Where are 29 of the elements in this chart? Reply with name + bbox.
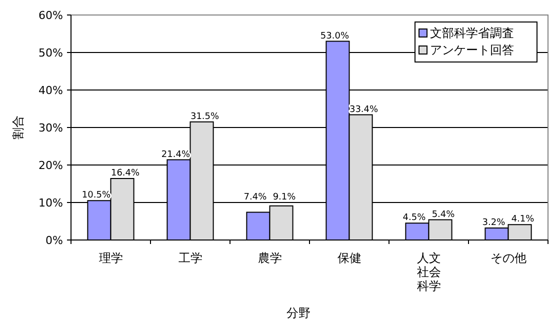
data-label: 9.1% <box>272 192 296 202</box>
data-label: 5.4% <box>432 210 456 220</box>
x-tick-label: その他 <box>490 251 526 265</box>
data-label: 3.2% <box>482 218 506 228</box>
y-tick-label: 50% <box>38 46 63 60</box>
y-tick-label: 30% <box>38 121 63 134</box>
y-tick-label: 60% <box>38 8 63 22</box>
x-tick-label: 工学 <box>178 251 202 265</box>
data-label: 31.5% <box>190 112 220 122</box>
y-tick-label: 40% <box>38 84 63 97</box>
y-tick-label: 20% <box>38 158 63 172</box>
x-tick-label: 農学 <box>258 251 282 265</box>
data-label: 7.4% <box>244 192 268 202</box>
data-label: 21.4% <box>161 150 190 160</box>
legend-label: 文部科学省調査 <box>430 26 514 40</box>
data-label: 10.5% <box>82 190 111 201</box>
y-tick-label: 10% <box>38 196 63 210</box>
data-label: 53.0% <box>320 31 350 42</box>
legend-label: アンケート回答 <box>430 43 514 58</box>
data-label: 33.4% <box>349 104 379 115</box>
x-tick-label: 人文社会科学 <box>416 251 441 293</box>
data-label: 4.1% <box>511 214 535 225</box>
x-tick-label: 理学 <box>98 251 123 265</box>
x-tick-label: 保健 <box>337 251 362 265</box>
y-tick-label: 0% <box>46 234 63 247</box>
y-axis-title: 割合 <box>11 116 25 140</box>
data-label: 16.4% <box>110 168 140 178</box>
data-label: 4.5% <box>402 213 426 224</box>
x-axis-title: 分野 <box>286 306 310 320</box>
